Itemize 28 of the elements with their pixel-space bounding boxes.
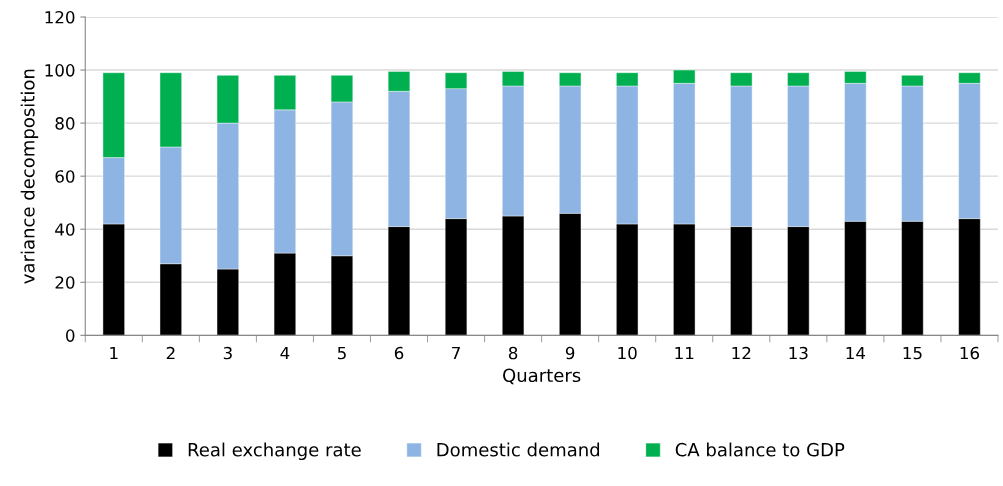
y-tick-label: 80 bbox=[55, 117, 75, 130]
x-tick-label: 9 bbox=[565, 346, 575, 360]
x-tick-label: 7 bbox=[452, 346, 460, 360]
legend-label: CA balance to GDP bbox=[675, 442, 845, 457]
x-tick-label: 10 bbox=[618, 346, 637, 360]
y-tick-label: 100 bbox=[45, 64, 75, 77]
x-tick-label: 5 bbox=[337, 346, 346, 360]
x-tick-label: 11 bbox=[675, 346, 694, 360]
x-tick-label: 4 bbox=[280, 346, 290, 360]
y-tick-label: 0 bbox=[66, 329, 75, 342]
x-tick-label: 8 bbox=[508, 346, 518, 360]
legend-label: Real exchange rate bbox=[188, 442, 361, 461]
x-tick-label: 13 bbox=[789, 346, 808, 360]
x-tick-label: 16 bbox=[960, 346, 980, 360]
x-tick-label: 12 bbox=[732, 346, 751, 360]
y-tick-label: 20 bbox=[55, 276, 75, 289]
legend-label: Domestic demand bbox=[437, 442, 600, 457]
x-tick-label: 2 bbox=[166, 346, 175, 360]
x-tick-label: 1 bbox=[110, 346, 118, 360]
x-tick-label: 14 bbox=[846, 346, 866, 360]
y-tick-label: 60 bbox=[55, 170, 75, 183]
x-axis-title: Quarters bbox=[503, 368, 581, 385]
y-tick-label: 120 bbox=[45, 10, 75, 24]
x-tick-label: 6 bbox=[394, 346, 404, 360]
y-axis-title: variance decomposition bbox=[20, 69, 39, 284]
y-tick-label: 40 bbox=[55, 223, 75, 236]
x-tick-label: 3 bbox=[223, 346, 232, 360]
x-tick-label: 15 bbox=[903, 346, 922, 360]
